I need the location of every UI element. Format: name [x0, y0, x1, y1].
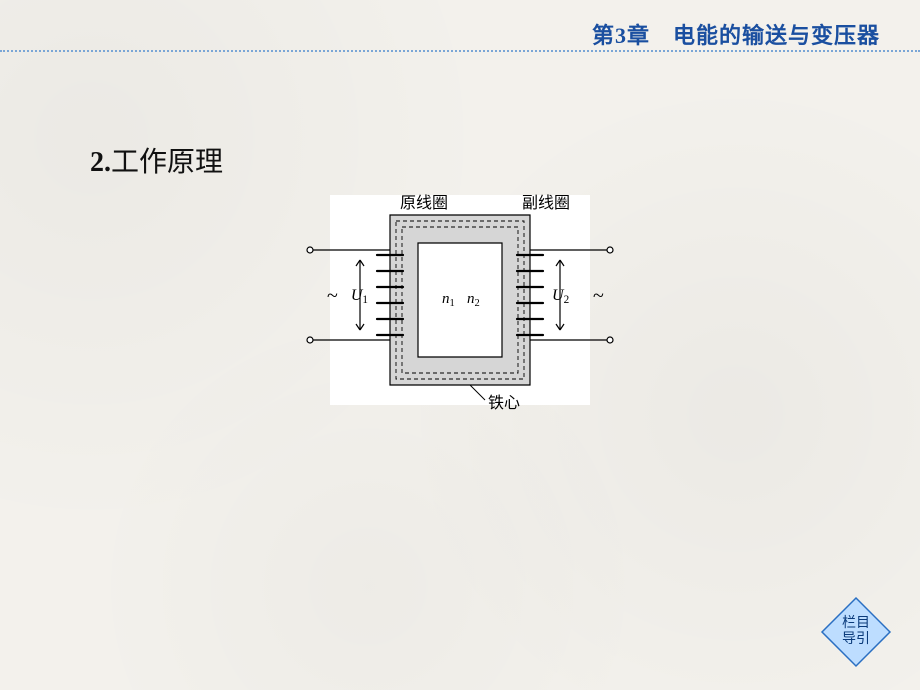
nav-label-line2: 导引 — [842, 632, 870, 647]
transformer-diagram: 原线圈副线圈铁心~~U1U2n1n2 — [270, 190, 650, 420]
svg-text:原线圈: 原线圈 — [400, 194, 448, 212]
svg-text:~: ~ — [327, 285, 338, 307]
nav-guide-label: 栏目 导引 — [842, 616, 870, 648]
section-title-text: 工作原理 — [111, 147, 223, 178]
svg-text:铁心: 铁心 — [488, 394, 520, 412]
chapter-title: 第3章 电能的输送与变压器 — [592, 18, 880, 50]
nav-label-line1: 栏目 — [842, 616, 870, 631]
section-number: 2. — [90, 147, 111, 178]
header-divider — [0, 50, 920, 52]
svg-text:副线圈: 副线圈 — [522, 194, 570, 212]
svg-text:~: ~ — [593, 285, 604, 307]
section-heading: 2.工作原理 — [90, 140, 223, 180]
nav-guide-button[interactable]: 栏目 导引 — [820, 596, 892, 668]
